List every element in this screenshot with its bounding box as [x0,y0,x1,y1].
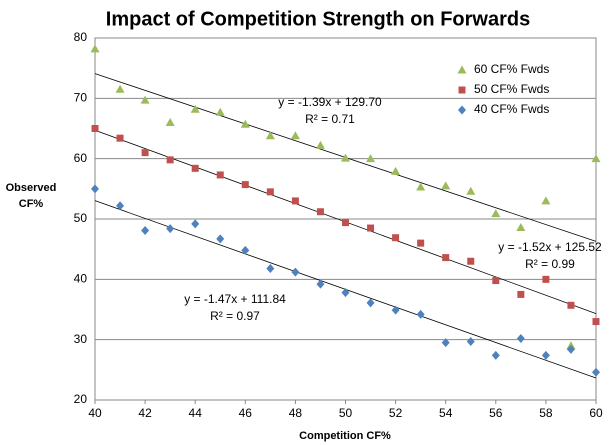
marker-triangle [115,84,125,93]
marker-square [291,197,299,205]
marker-diamond [116,201,125,211]
x-tick-label: 46 [239,406,253,420]
x-tick-label: 52 [389,406,403,420]
marker-triangle [190,104,200,113]
y-tick-label: 80 [74,30,88,44]
trendline-equation: y = -1.47x + 111.84 [184,292,286,306]
marker-triangle [441,181,451,190]
x-tick-label: 60 [589,406,603,420]
marker-square [216,171,224,179]
marker-triangle [457,65,467,74]
y-tick-label: 60 [74,151,88,165]
marker-diamond [191,219,200,229]
marker-triangle [265,131,275,140]
marker-diamond [266,263,275,273]
marker-triangle [165,117,175,126]
marker-triangle [541,196,551,205]
marker-triangle [466,186,476,195]
marker-triangle [140,95,150,104]
trendline-r2: R² = 0.99 [525,257,575,271]
y-tick-label: 70 [74,91,88,105]
marker-diamond [216,234,225,244]
marker-triangle [315,140,325,149]
marker-square [458,86,466,94]
marker-square [567,301,575,309]
y-tick-label: 50 [74,211,88,225]
marker-diamond [441,338,450,348]
trendline-equation: y = -1.39x + 129.70 [278,95,382,109]
marker-diamond [466,336,475,346]
x-tick-label: 50 [339,406,353,420]
marker-square [417,239,425,247]
trendline-r2: R² = 0.97 [210,309,260,323]
marker-diamond [516,333,525,343]
marker-square [517,290,525,298]
marker-triangle [290,131,300,140]
marker-diamond [541,350,550,360]
marker-diamond [566,344,575,354]
x-tick-label: 44 [189,406,203,420]
legend-label: 60 CF% Fwds [474,62,549,76]
trendline-equation: y = -1.52x + 125.52 [498,240,602,254]
marker-triangle [366,154,376,163]
marker-square [116,134,124,142]
marker-diamond [166,224,175,234]
marker-triangle [240,119,250,128]
marker-square [442,254,450,262]
marker-square [266,188,274,196]
marker-square [467,257,475,265]
marker-square [492,277,500,285]
marker-diamond [416,309,425,319]
marker-square [241,181,249,189]
marker-triangle [341,153,350,162]
marker-diamond [291,267,300,277]
x-tick-label: 56 [489,406,503,420]
legend-label: 50 CF% Fwds [474,82,549,96]
y-tick-label: 30 [74,332,88,346]
marker-square [191,164,199,172]
marker-triangle [491,209,501,218]
marker-diamond [391,305,400,315]
marker-square [367,224,375,232]
marker-triangle [90,44,100,53]
legend-label: 40 CF% Fwds [474,102,549,116]
marker-diamond [366,298,375,308]
marker-triangle [215,107,225,116]
marker-triangle [516,222,526,231]
marker-square [141,149,149,157]
x-tick-label: 48 [289,406,303,420]
marker-triangle [591,154,601,163]
marker-triangle [416,182,426,191]
marker-square [91,125,99,132]
marker-square [166,156,174,164]
trendline-r2: R² = 0.71 [305,112,355,126]
marker-square [316,208,324,216]
x-tick-label: 42 [138,406,152,420]
marker-square [592,318,600,326]
marker-diamond [341,288,350,298]
marker-diamond [241,245,250,255]
y-tick-label: 20 [74,392,88,406]
marker-triangle [391,166,401,175]
x-tick-label: 58 [539,406,553,420]
marker-square [542,275,550,283]
marker-diamond [91,184,99,194]
marker-square [342,219,349,227]
y-axis-label: Observed CF% [5,182,57,210]
marker-diamond [141,225,150,235]
chart-title: Impact of Competition Strength on Forwar… [106,8,530,30]
marker-diamond [316,279,325,289]
x-tick-label: 54 [439,406,453,420]
y-tick-label: 40 [74,272,88,286]
marker-square [392,234,400,242]
marker-diamond [491,350,500,360]
marker-diamond [592,367,600,377]
marker-diamond [458,105,466,115]
x-axis-label: Competition CF% [299,430,391,442]
x-tick-label: 40 [88,406,102,420]
